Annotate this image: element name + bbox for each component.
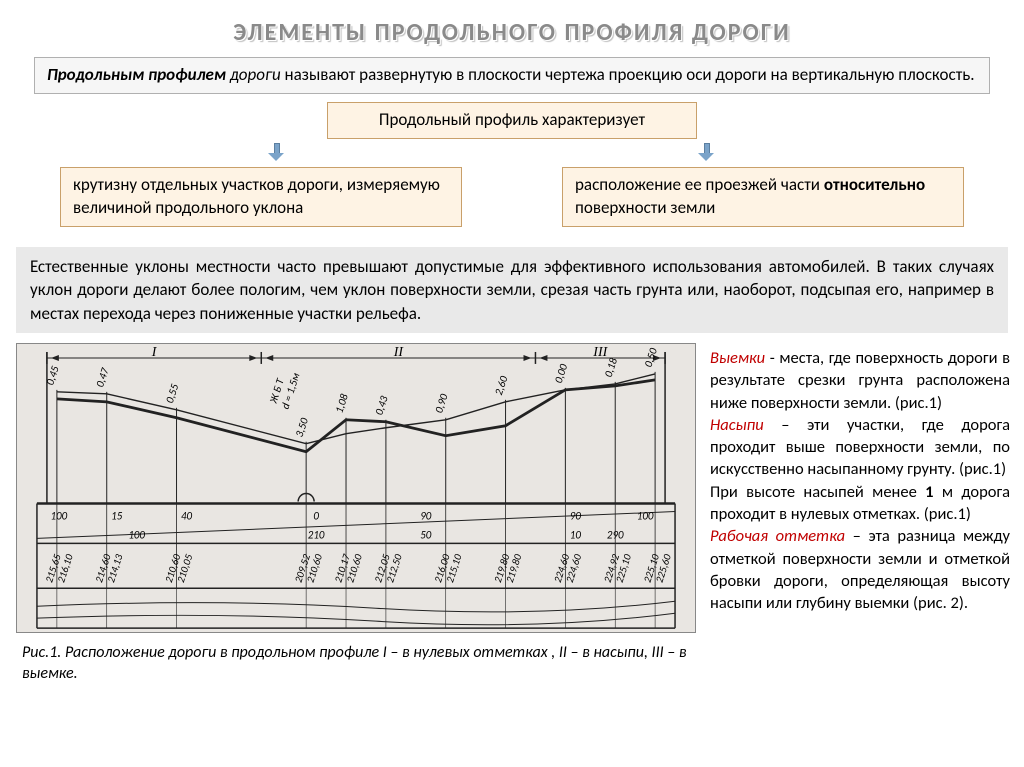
definition-box: Продольным профилем дороги называют разв…	[34, 57, 990, 94]
svg-text:100: 100	[637, 510, 654, 523]
svg-text:0,45: 0,45	[43, 364, 61, 387]
rc-bold: относительно	[824, 174, 925, 195]
arrow-right-icon	[700, 143, 712, 161]
svg-text:100: 100	[128, 529, 145, 542]
term-rabochaya: Рабочая отметка	[710, 526, 845, 546]
svg-text:290: 290	[607, 529, 624, 542]
explanation-paragraph: Естественные уклоны местности часто прев…	[16, 247, 1008, 333]
profile-diagram: IIIIII0,450,470,553,501,080,430,902,600,…	[16, 343, 696, 633]
arrows	[0, 143, 1024, 167]
svg-text:15: 15	[111, 510, 123, 523]
svg-text:1,08: 1,08	[333, 392, 351, 415]
svg-text:3,50: 3,50	[293, 416, 311, 439]
svg-text:10: 10	[570, 529, 582, 542]
characterizes-box: Продольный профиль характеризует	[327, 102, 697, 139]
rc-a: расположение ее проезжей части	[575, 174, 824, 195]
svg-text:III: III	[592, 345, 608, 360]
desc-nasypi-b: При высоте насыпей менее	[710, 482, 925, 502]
svg-text:210: 210	[308, 529, 325, 542]
page-title: ЭЛЕМЕНТЫ ПРОДОЛЬНОГО ПРОФИЛЯ ДОРОГИ	[0, 0, 1024, 53]
svg-text:0,50: 0,50	[642, 346, 660, 369]
svg-text:90: 90	[420, 510, 432, 523]
term-vyemki: Выемки	[710, 348, 765, 368]
def-bold: Продольным профилем	[47, 64, 226, 85]
svg-text:40: 40	[181, 510, 193, 523]
svg-text:II: II	[393, 345, 405, 360]
svg-text:0,43: 0,43	[372, 394, 390, 417]
figure-caption: Рис.1. Расположение дороги в продольном …	[16, 633, 696, 685]
svg-text:0,90: 0,90	[432, 392, 450, 415]
svg-text:0,47: 0,47	[93, 366, 111, 389]
svg-text:0,00: 0,00	[552, 362, 570, 385]
svg-text:2,60: 2,60	[492, 374, 510, 397]
svg-text:100: 100	[51, 510, 68, 523]
terms-column: Выемки - места, где поверхность дороги в…	[696, 343, 1014, 685]
rc-b: поверхности земли	[575, 197, 715, 218]
svg-text:0: 0	[313, 510, 319, 523]
def-italic: дороги	[226, 64, 281, 85]
desc-nasypi-bold: 1	[925, 482, 933, 502]
svg-text:0,55: 0,55	[163, 382, 181, 405]
def-rest: называют развернутую в плоскости чертежа…	[281, 64, 975, 85]
char-left-box: крутизну отдельных участков дороги, изме…	[60, 167, 462, 227]
arrow-left-icon	[270, 143, 282, 161]
char-right-box: расположение ее проезжей части относител…	[562, 167, 964, 227]
svg-text:90: 90	[570, 510, 582, 523]
term-nasypi: Насыпи	[710, 415, 764, 435]
svg-text:50: 50	[420, 529, 432, 542]
